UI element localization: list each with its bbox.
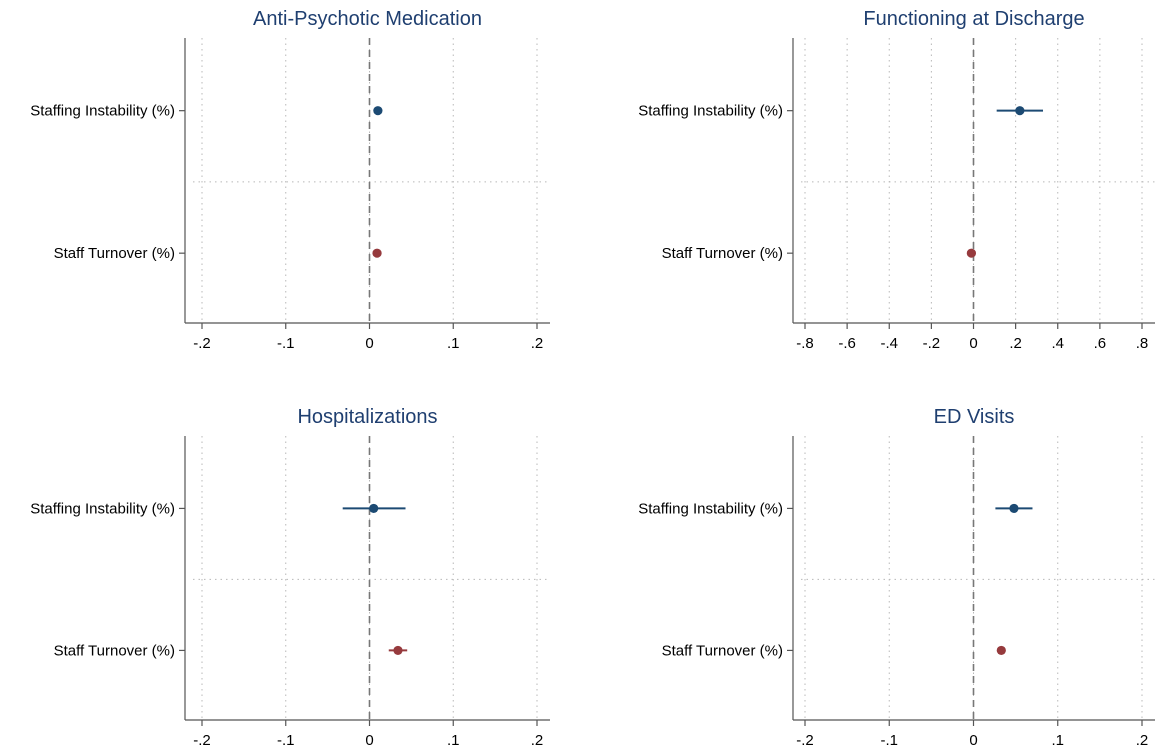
row-label-staffing-instability: Staffing Instability (%) — [638, 500, 783, 517]
x-tick-label: 0 — [969, 335, 977, 352]
x-tick-label: .1 — [1051, 732, 1064, 749]
row-label-staff-turnover: Staff Turnover (%) — [54, 245, 175, 262]
x-tick-label: .1 — [447, 335, 460, 352]
x-tick-label: .2 — [531, 335, 544, 352]
x-tick-label: -.2 — [193, 732, 211, 749]
x-tick-label: -.1 — [880, 732, 898, 749]
panel-title: ED Visits — [934, 406, 1015, 428]
panel-title: Anti-Psychotic Medication — [253, 8, 482, 30]
row-label-staffing-instability: Staffing Instability (%) — [30, 103, 175, 120]
panel-ed-visits: ED Visits -.2 -.1 0 .1 .2 Staffing Instability… — [638, 406, 1155, 749]
panel-anti-psychotic-medication: Anti-Psychotic Medication -.2 -.1 0 .1 .2 Staf… — [30, 8, 550, 352]
point-estimate-staffing-instability — [1015, 106, 1025, 116]
row-label-staff-turnover: Staff Turnover (%) — [662, 642, 783, 659]
x-tick-label: -.4 — [880, 335, 898, 352]
x-tick-label: -.2 — [923, 335, 941, 352]
x-tick-label: -.2 — [193, 335, 211, 352]
point-estimate-staff-turnover — [996, 645, 1006, 656]
x-tick-label: .2 — [1009, 335, 1022, 352]
point-estimate-staff-turnover — [966, 248, 976, 258]
panel-title: Functioning at Discharge — [863, 8, 1084, 30]
x-tick-label: -.1 — [277, 732, 295, 749]
x-tick-label: 0 — [969, 732, 977, 749]
panel-hospitalizations: Hospitalizations -.2 -.1 0 .1 .2 Staffing Inst… — [30, 406, 550, 749]
x-tick-label: 0 — [365, 732, 373, 749]
panel-title: Hospitalizations — [297, 406, 437, 428]
row-label-staff-turnover: Staff Turnover (%) — [662, 245, 783, 262]
x-tick-label: -.1 — [277, 335, 295, 352]
point-estimate-staff-turnover — [393, 645, 403, 656]
x-tick-label: 0 — [365, 335, 373, 352]
x-tick-label: .8 — [1136, 335, 1149, 352]
x-tick-label: .4 — [1051, 335, 1064, 352]
x-tick-label: -.6 — [838, 335, 856, 352]
x-tick-label: .2 — [531, 732, 544, 749]
x-tick-label: -.8 — [796, 335, 814, 352]
x-tick-label: -.2 — [796, 732, 814, 749]
x-tick-label: .6 — [1094, 335, 1107, 352]
point-estimate-staffing-instability — [369, 503, 379, 514]
point-estimate-staff-turnover — [372, 248, 382, 258]
point-estimate-staffing-instability — [373, 106, 383, 116]
x-tick-label: .1 — [447, 732, 460, 749]
x-tick-label: .2 — [1136, 732, 1149, 749]
row-label-staff-turnover: Staff Turnover (%) — [54, 642, 175, 659]
row-label-staffing-instability: Staffing Instability (%) — [30, 500, 175, 517]
panel-functioning-at-discharge: Functioning at Discharge -.8 -.6 -.4 -.2 0 .2.… — [638, 8, 1155, 352]
row-label-staffing-instability: Staffing Instability (%) — [638, 103, 783, 120]
point-estimate-staffing-instability — [1009, 503, 1019, 514]
